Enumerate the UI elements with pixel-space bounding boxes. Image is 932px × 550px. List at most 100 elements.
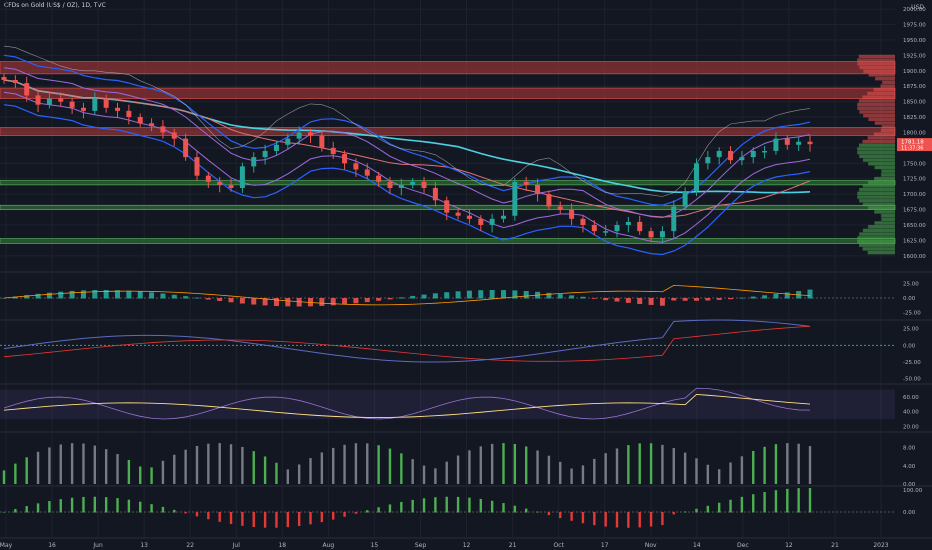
y-tick-label: 1725.00: [903, 177, 926, 183]
macd-histogram-bar: [35, 293, 41, 299]
histogram-bar: [752, 450, 755, 484]
macd-histogram-bar: [92, 290, 98, 299]
histogram-bar: [400, 453, 403, 484]
last-price-countdown: 11:37:36: [901, 146, 923, 152]
momentum-bar: [638, 512, 641, 528]
momentum-bar: [547, 512, 551, 516]
macd-histogram-bar: [784, 292, 790, 299]
histogram-bar: [672, 448, 675, 484]
candle-body: [239, 166, 245, 188]
lower-band-line: [3, 104, 811, 256]
histogram-bar: [59, 444, 62, 484]
candle-body: [762, 150, 768, 153]
price-axis: 2000.00 1975.00 1950.00 1925.00 1900.00 1875.…: [903, 7, 926, 516]
momentum-bar: [241, 512, 244, 526]
momentum-bar: [604, 512, 607, 527]
candle-body: [603, 231, 609, 233]
macd-histogram-bar: [273, 298, 279, 307]
histogram-bar: [263, 456, 267, 484]
momentum-bar: [252, 512, 255, 528]
candle-body: [512, 181, 518, 216]
candle-body: [659, 231, 665, 238]
momentum-bar: [207, 512, 210, 520]
volume-profile-bar: [862, 247, 895, 251]
ma-50-line: [3, 79, 811, 218]
volume-profile-bar: [881, 173, 895, 177]
volume-profile-bar: [881, 169, 895, 173]
candle-body: [682, 191, 688, 207]
volume-profile-bar: [862, 228, 895, 233]
histogram-bar: [116, 454, 119, 484]
macd-histogram-bar: [115, 290, 121, 299]
candle-body: [160, 126, 166, 133]
subpane-tick-label: 40.00: [903, 410, 919, 416]
candle-body: [137, 117, 143, 124]
histogram-bar: [706, 464, 710, 484]
volume-profile-bar: [862, 139, 895, 144]
volume-profile-bar: [874, 121, 895, 125]
candle-body: [115, 107, 121, 111]
macd-histogram-bar: [478, 290, 484, 299]
volume-profile-bar: [867, 180, 895, 184]
histogram-bar: [717, 469, 721, 484]
momentum-bar: [173, 509, 176, 513]
macd-histogram-bar: [523, 291, 529, 299]
histogram-bar: [377, 445, 380, 484]
x-tick-label: 13: [140, 542, 148, 549]
x-tick-label: 18: [278, 542, 286, 549]
candle-body: [444, 200, 450, 213]
histogram-bar: [320, 452, 324, 484]
momentum-bar: [354, 512, 358, 514]
candle-body: [421, 181, 427, 188]
candle-body: [739, 157, 745, 161]
macd-histogram-bar: [364, 298, 370, 303]
momentum-bar: [25, 506, 28, 513]
histogram-bar: [524, 446, 528, 484]
x-tick-label: 2023: [873, 542, 888, 549]
histogram-bar: [615, 448, 619, 484]
x-tick-label: Jun: [92, 542, 103, 549]
macd-histogram-bar: [716, 298, 722, 300]
candle-body: [205, 175, 211, 182]
x-tick-label: May: [0, 542, 13, 549]
momentum-bar: [536, 511, 539, 513]
candle-body: [103, 98, 109, 108]
momentum-bar: [456, 496, 460, 513]
candle-body: [693, 163, 699, 192]
histogram-bar: [513, 443, 517, 484]
histogram-bar: [411, 459, 414, 484]
momentum-bar: [502, 503, 505, 513]
momentum-bar: [717, 502, 721, 513]
candle-body: [12, 80, 18, 84]
histogram-bar: [536, 450, 539, 484]
volume-profile-bar: [873, 132, 895, 136]
currency-label: USD: [911, 4, 924, 11]
candle-body: [784, 138, 790, 145]
macd-histogram-bar: [489, 290, 495, 299]
x-tick-label: Oct: [553, 542, 564, 549]
candle-body: [489, 218, 495, 225]
macd-histogram-bar: [58, 291, 64, 299]
macd-histogram-bar: [239, 298, 245, 304]
volume-profile-bar: [857, 147, 895, 151]
momentum-bar: [36, 503, 40, 513]
last-price-value: 1781.18: [901, 140, 924, 146]
candle-body: [58, 98, 64, 102]
volume-profile-bar: [858, 143, 895, 147]
macd-histogram-bar: [319, 298, 325, 306]
macd-histogram-bar: [444, 292, 450, 299]
candle-body: [171, 132, 177, 139]
volume-profile-bar: [863, 69, 895, 73]
volume-profile-bar: [874, 210, 895, 214]
macd-histogram-bar: [46, 292, 52, 299]
macd-histogram-bar: [126, 290, 132, 299]
momentum-bar: [752, 494, 755, 513]
cloud-line: [3, 45, 811, 197]
momentum-bar: [411, 499, 414, 513]
volume-profile-bar: [857, 62, 895, 66]
volume-profile-bar: [867, 206, 895, 210]
momentum-bar: [400, 501, 403, 513]
volume-profile-bar: [859, 232, 895, 236]
volume-profile-bar: [880, 84, 895, 88]
